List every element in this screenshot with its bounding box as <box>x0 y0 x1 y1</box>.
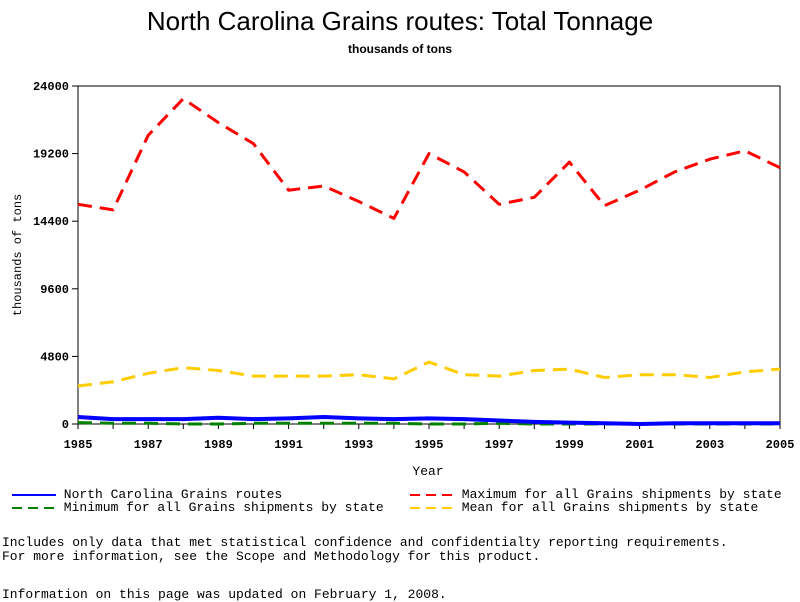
legend-swatch <box>12 493 56 496</box>
x-axis-label: Year <box>412 464 443 479</box>
y-tick-label: 0 <box>62 418 69 432</box>
legend-swatch <box>12 506 56 509</box>
x-tick-label: 2003 <box>695 438 724 452</box>
legend-item: Mean for all Grains shipments by state <box>410 500 758 515</box>
legend-item: Maximum for all Grains shipments by stat… <box>410 487 782 502</box>
x-axis: 1985 1987 1989 1991 1993 1995 1997 1999 2001 2003… <box>64 424 795 452</box>
x-tick-label: 2005 <box>766 438 795 452</box>
chart-subtitle: thousands of tons <box>348 42 452 56</box>
legend-item: Minimum for all Grains shipments by stat… <box>12 500 384 515</box>
legend-label: Maximum for all Grains shipments by stat… <box>454 487 782 502</box>
y-tick-label: 24000 <box>33 80 69 94</box>
x-tick-label: 1993 <box>344 438 373 452</box>
chart-title: North Carolina Grains routes: Total Tonn… <box>146 6 654 36</box>
note-confidentiality: Includes only data that met statistical … <box>2 535 728 550</box>
y-tick-label: 4800 <box>40 350 69 364</box>
legend-label: Minimum for all Grains shipments by stat… <box>56 500 384 515</box>
y-tick-label: 9600 <box>40 283 69 297</box>
y-axis: 0 4800 9600 14400 19200 24000 <box>33 80 78 432</box>
legend-swatch <box>410 506 454 509</box>
x-tick-label: 1997 <box>485 438 514 452</box>
x-tick-label: 1999 <box>555 438 584 452</box>
legend-item: North Carolina Grains routes <box>12 487 282 502</box>
series-line-0 <box>77 415 780 426</box>
series-line-3 <box>77 360 781 388</box>
x-tick-label: 1987 <box>134 438 163 452</box>
x-tick-label: 2001 <box>625 438 654 452</box>
series-group <box>77 97 781 426</box>
note-methodology: For more information, see the Scope and … <box>2 549 541 564</box>
x-tick-label: 1985 <box>64 438 93 452</box>
legend-swatch <box>410 493 454 496</box>
legend-label: Mean for all Grains shipments by state <box>454 500 759 515</box>
legend-label: North Carolina Grains routes <box>56 487 283 502</box>
series-line-1 <box>77 97 781 220</box>
x-tick-label: 1995 <box>415 438 444 452</box>
note-updated: Information on this page was updated on … <box>2 587 447 602</box>
x-tick-label: 1989 <box>204 438 233 452</box>
y-tick-label: 19200 <box>33 148 69 162</box>
x-tick-label: 1991 <box>274 438 303 452</box>
y-axis-label: thousands of tons <box>11 194 25 316</box>
y-tick-label: 14400 <box>33 215 69 229</box>
